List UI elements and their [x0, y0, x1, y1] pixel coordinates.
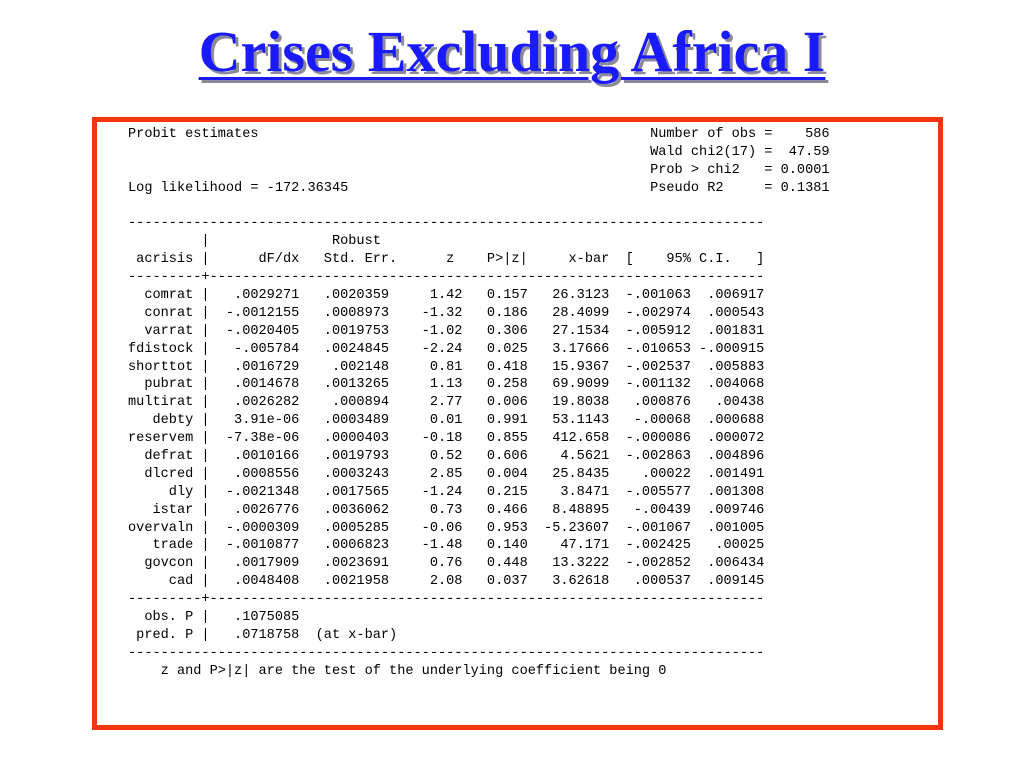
- table-row: varrat | -.0020405 .0019753 -1.02 0.306 …: [128, 323, 765, 339]
- header-line: Probit estimates Number of obs = 586: [128, 127, 830, 142]
- table-row: dly | -.0021348 .0017565 -1.24 0.215 3.8…: [128, 484, 765, 500]
- table-row: conrat | -.0012155 .0008973 -1.32 0.186 …: [128, 305, 765, 321]
- table-row: govcon | .0017909 .0023691 0.76 0.448 13…: [128, 556, 765, 572]
- table-row: reservem | -7.38e-06 .0000403 -0.18 0.85…: [128, 431, 765, 447]
- table-row: dlcred | .0008556 .0003243 2.85 0.004 25…: [128, 466, 765, 482]
- footer-line: obs. P | .1075085: [128, 610, 300, 626]
- header-line: Prob > chi2 = 0.0001: [128, 162, 830, 178]
- table-row: trade | -.0010877 .0006823 -1.48 0.140 4…: [128, 538, 765, 554]
- header-line: Wald chi2(17) = 47.59: [128, 144, 830, 160]
- column-header-line: acrisis | dF/dx Std. Err. z P>|z| x-bar …: [128, 252, 765, 268]
- table-row: defrat | .0010166 .0019793 0.52 0.606 4.…: [128, 449, 765, 465]
- table-row: comrat | .0029271 .0020359 1.42 0.157 26…: [128, 288, 765, 304]
- table-row: multirat | .0026282 .000894 2.77 0.006 1…: [128, 395, 765, 411]
- regression-output: Probit estimates Number of obs = 586 Wal…: [128, 126, 830, 681]
- table-row: istar | .0026776 .0036062 0.73 0.466 8.4…: [128, 502, 765, 518]
- table-row: fdistock | -.005784 .0024845 -2.24 0.025…: [128, 341, 765, 357]
- header-line: Log likelihood = -172.36345 Pseudo R2 = …: [128, 180, 830, 196]
- slide-title: Crises Excluding Africa I: [198, 19, 826, 84]
- column-header-line: | Robust: [128, 234, 381, 250]
- table-row: cad | .0048408 .0021958 2.08 0.037 3.626…: [128, 574, 765, 590]
- table-row: shorttot | .0016729 .002148 0.81 0.418 1…: [128, 359, 765, 375]
- separator-line: ---------+------------------------------…: [128, 592, 765, 608]
- footer-line: pred. P | .0718758 (at x-bar): [128, 627, 398, 643]
- table-row: pubrat | .0014678 .0013265 1.13 0.258 69…: [128, 377, 765, 393]
- separator-line: ---------+------------------------------…: [128, 270, 765, 286]
- rule-line: ----------------------------------------…: [128, 216, 765, 232]
- header-line: [128, 198, 830, 216]
- note-line: z and P>|z| are the test of the underlyi…: [128, 663, 667, 679]
- regression-output-frame: [92, 117, 943, 730]
- table-row: overvaln | -.0000309 .0005285 -0.06 0.95…: [128, 520, 765, 536]
- table-row: debty | 3.91e-06 .0003489 0.01 0.991 53.…: [128, 413, 765, 429]
- rule-line: ----------------------------------------…: [128, 645, 765, 661]
